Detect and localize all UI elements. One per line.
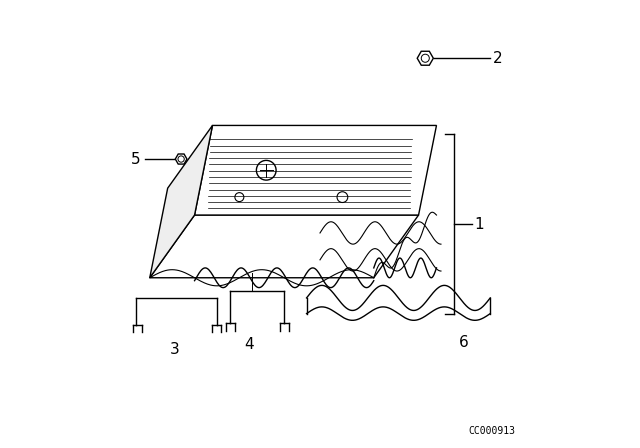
Text: 1: 1 xyxy=(475,216,484,232)
Text: 3: 3 xyxy=(170,342,179,357)
Text: 2: 2 xyxy=(493,51,502,66)
Polygon shape xyxy=(150,215,419,278)
Circle shape xyxy=(178,156,184,162)
Circle shape xyxy=(257,160,276,180)
Text: 5: 5 xyxy=(131,151,141,167)
Circle shape xyxy=(235,193,244,202)
Text: 6: 6 xyxy=(458,335,468,350)
Polygon shape xyxy=(150,125,212,278)
Circle shape xyxy=(421,54,429,62)
Polygon shape xyxy=(417,51,433,65)
Text: 4: 4 xyxy=(244,337,254,353)
Polygon shape xyxy=(195,125,436,215)
Text: CC000913: CC000913 xyxy=(468,426,515,436)
Polygon shape xyxy=(175,154,187,164)
Circle shape xyxy=(337,192,348,202)
